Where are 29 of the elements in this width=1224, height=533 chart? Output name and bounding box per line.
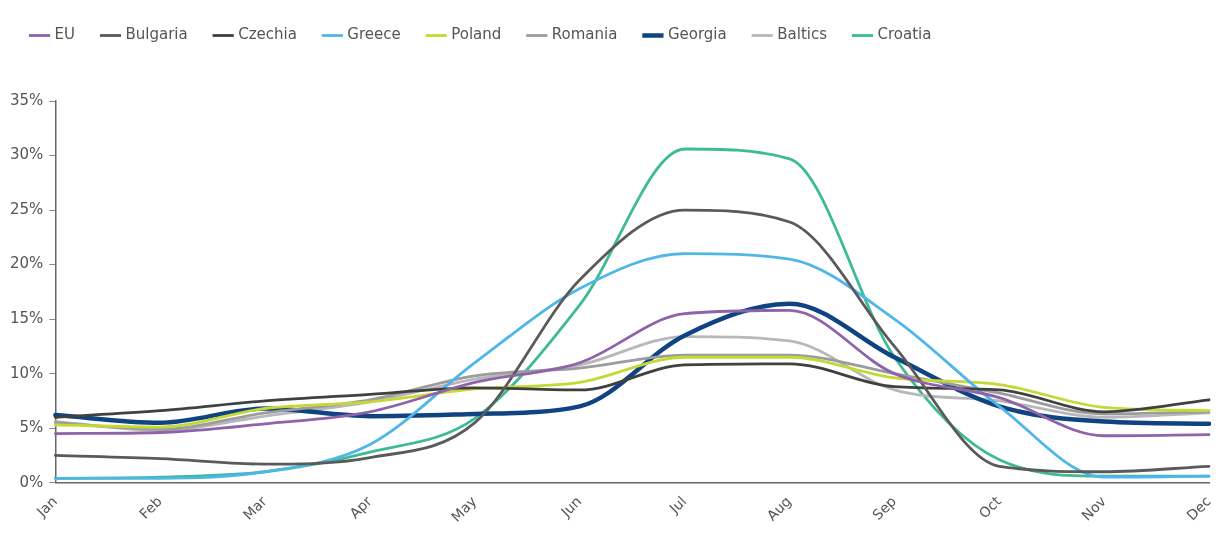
y-tick-label: 5%	[19, 418, 44, 437]
legend-label: Greece	[347, 25, 401, 44]
x-tick-label: Oct	[975, 492, 1005, 522]
legend-label: Czechia	[238, 25, 297, 44]
x-tick-label: Jan	[32, 492, 61, 521]
x-tick-label: Dec	[1183, 492, 1214, 524]
x-tick-label: Aug	[763, 492, 795, 524]
line-series	[53, 252, 1211, 480]
y-tick-label: 0%	[19, 472, 44, 491]
y-tick-label: 20%	[10, 254, 44, 273]
line-series	[53, 362, 1211, 419]
y-tick-label: 15%	[10, 308, 44, 327]
legend-label: Croatia	[877, 25, 932, 44]
x-tick-label: Feb	[136, 492, 165, 522]
y-tick-label: 25%	[10, 199, 44, 218]
x-tick-label: Apr	[346, 492, 375, 522]
legend-label: Baltics	[777, 25, 828, 44]
x-tick-label: Mar	[239, 492, 270, 523]
legend-label: Georgia	[667, 25, 727, 44]
legend-label: Romania	[551, 25, 618, 44]
y-tick-label: 35%	[10, 90, 44, 109]
x-tick-label: Jul	[665, 492, 690, 517]
y-tick-label: 10%	[10, 363, 44, 382]
legend-label: Poland	[451, 25, 502, 44]
x-tick-label: Jun	[556, 492, 585, 521]
y-tick-label: 30%	[10, 145, 44, 164]
x-tick-label: Sep	[869, 492, 900, 523]
legend-label: Bulgaria	[125, 25, 188, 44]
legend-label: EU	[54, 25, 75, 44]
